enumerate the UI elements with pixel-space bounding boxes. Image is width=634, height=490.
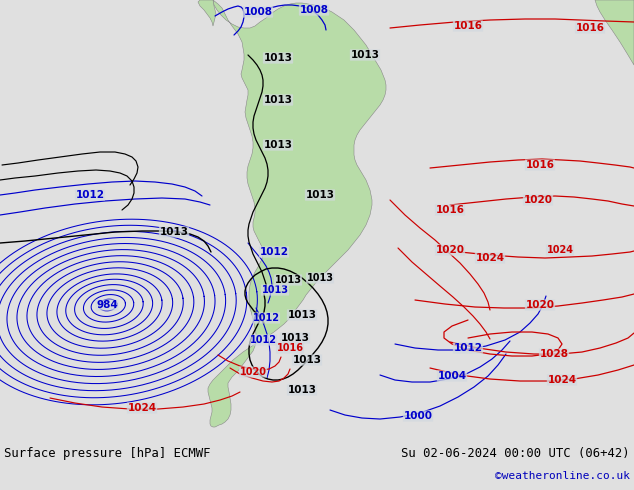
Text: 1020: 1020 — [526, 300, 555, 310]
Text: 1013: 1013 — [287, 385, 316, 395]
Text: 1020: 1020 — [524, 195, 552, 205]
Text: 1012: 1012 — [250, 335, 276, 345]
Text: 1013: 1013 — [306, 190, 335, 200]
Text: 1012: 1012 — [75, 190, 105, 200]
Text: 1004: 1004 — [437, 371, 467, 381]
Text: 1024: 1024 — [127, 403, 157, 413]
Text: Su 02-06-2024 00:00 UTC (06+42): Su 02-06-2024 00:00 UTC (06+42) — [401, 447, 630, 460]
Text: 1000: 1000 — [403, 411, 432, 421]
Text: 1013: 1013 — [261, 285, 288, 295]
Text: 1013: 1013 — [264, 95, 292, 105]
Text: 1013: 1013 — [264, 140, 292, 150]
Text: 1016: 1016 — [436, 205, 465, 215]
Text: 1020: 1020 — [240, 367, 266, 377]
Text: 1012: 1012 — [252, 313, 280, 323]
Text: 1024: 1024 — [476, 253, 505, 263]
Text: 984: 984 — [96, 300, 118, 310]
Text: 1012: 1012 — [259, 247, 288, 257]
Polygon shape — [208, 0, 386, 427]
Text: 1013: 1013 — [351, 50, 380, 60]
Text: 1013: 1013 — [160, 227, 188, 237]
Text: 1013: 1013 — [264, 53, 292, 63]
Text: 1016: 1016 — [453, 21, 482, 31]
Text: 1016: 1016 — [526, 160, 555, 170]
Text: 1024: 1024 — [547, 245, 574, 255]
Polygon shape — [198, 0, 216, 26]
Text: 1013: 1013 — [275, 275, 302, 285]
Text: Surface pressure [hPa] ECMWF: Surface pressure [hPa] ECMWF — [4, 447, 210, 460]
Text: 1013: 1013 — [306, 273, 333, 283]
Text: ©weatheronline.co.uk: ©weatheronline.co.uk — [495, 471, 630, 481]
Text: 1016: 1016 — [576, 23, 604, 33]
Text: 1013: 1013 — [287, 310, 316, 320]
Text: 1008: 1008 — [243, 7, 273, 17]
Text: 1016: 1016 — [276, 343, 304, 353]
Text: 1012: 1012 — [453, 343, 482, 353]
Text: 1028: 1028 — [540, 349, 569, 359]
Text: 1013: 1013 — [292, 355, 321, 365]
Polygon shape — [595, 0, 634, 65]
Text: 1024: 1024 — [547, 375, 576, 385]
Text: 1013: 1013 — [280, 333, 309, 343]
Text: 1020: 1020 — [436, 245, 465, 255]
Text: 1008: 1008 — [299, 5, 328, 15]
